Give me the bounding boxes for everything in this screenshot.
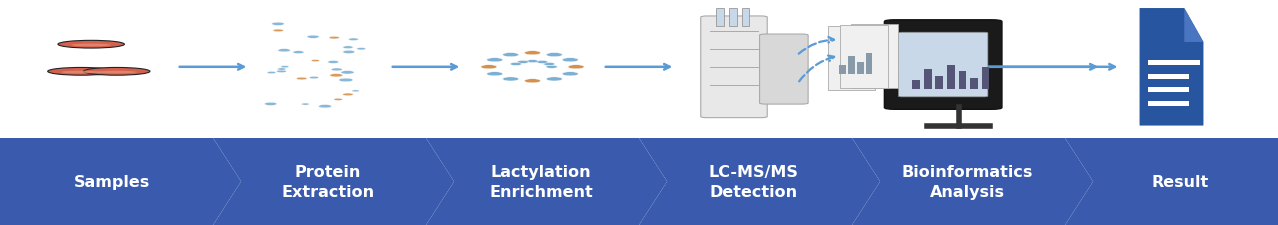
Ellipse shape (527, 61, 538, 63)
Ellipse shape (307, 36, 320, 39)
Ellipse shape (277, 50, 290, 53)
Ellipse shape (277, 69, 286, 71)
Ellipse shape (61, 71, 101, 74)
Ellipse shape (83, 68, 150, 76)
Ellipse shape (487, 72, 502, 76)
Ellipse shape (546, 78, 562, 82)
Ellipse shape (272, 23, 284, 26)
Bar (1149, 61, 1200, 66)
Ellipse shape (330, 74, 343, 78)
Bar (912, 81, 920, 90)
Ellipse shape (58, 41, 124, 49)
Bar (1149, 88, 1190, 93)
Ellipse shape (302, 104, 309, 106)
Ellipse shape (273, 30, 284, 33)
Ellipse shape (524, 52, 541, 56)
Text: Bioinformatics
Analysis: Bioinformatics Analysis (901, 164, 1033, 199)
Ellipse shape (328, 37, 340, 40)
Ellipse shape (327, 61, 339, 64)
Polygon shape (1140, 9, 1204, 126)
Ellipse shape (276, 71, 286, 73)
Polygon shape (639, 138, 881, 225)
Ellipse shape (510, 63, 521, 66)
Polygon shape (852, 138, 1093, 225)
Bar (858, 63, 864, 74)
Bar (935, 76, 943, 90)
Polygon shape (1065, 138, 1278, 225)
Ellipse shape (343, 47, 353, 49)
Polygon shape (426, 138, 667, 225)
Ellipse shape (281, 66, 289, 68)
Ellipse shape (546, 53, 562, 57)
FancyBboxPatch shape (898, 33, 988, 97)
Ellipse shape (543, 63, 555, 66)
Ellipse shape (97, 71, 137, 74)
Bar (947, 65, 955, 90)
Text: Samples: Samples (74, 174, 151, 189)
Ellipse shape (47, 68, 114, 76)
FancyBboxPatch shape (828, 27, 875, 90)
Text: Protein
Extraction: Protein Extraction (281, 164, 374, 199)
Ellipse shape (293, 52, 304, 54)
Ellipse shape (334, 99, 343, 101)
Polygon shape (213, 138, 454, 225)
Ellipse shape (502, 78, 519, 82)
Bar (1149, 101, 1190, 106)
FancyBboxPatch shape (700, 17, 767, 118)
Text: Lactylation
Enrichment: Lactylation Enrichment (489, 164, 593, 199)
Ellipse shape (487, 58, 502, 63)
Ellipse shape (267, 72, 276, 74)
Ellipse shape (518, 61, 529, 64)
Bar (982, 68, 989, 90)
Polygon shape (1185, 9, 1204, 43)
Bar (728, 9, 736, 27)
FancyBboxPatch shape (841, 26, 888, 89)
Ellipse shape (351, 90, 359, 92)
Ellipse shape (562, 72, 578, 76)
Ellipse shape (537, 61, 548, 64)
Polygon shape (0, 138, 242, 225)
Bar (958, 72, 966, 90)
Ellipse shape (339, 79, 353, 82)
Ellipse shape (296, 78, 307, 81)
Bar (970, 79, 978, 90)
Bar (741, 9, 749, 27)
Ellipse shape (546, 66, 557, 69)
Bar (840, 65, 846, 74)
Ellipse shape (312, 60, 320, 62)
Bar (849, 56, 855, 74)
Ellipse shape (349, 39, 358, 41)
Ellipse shape (343, 94, 353, 96)
Bar (866, 54, 873, 74)
Ellipse shape (72, 44, 111, 47)
FancyBboxPatch shape (851, 25, 898, 88)
Ellipse shape (524, 79, 541, 83)
FancyBboxPatch shape (759, 35, 808, 105)
Text: LC-MS/MS
Detection: LC-MS/MS Detection (709, 164, 799, 199)
Ellipse shape (481, 65, 497, 70)
Ellipse shape (357, 48, 366, 51)
Ellipse shape (343, 51, 355, 54)
Ellipse shape (502, 53, 519, 57)
Bar (716, 9, 723, 27)
Text: Result: Result (1151, 174, 1209, 189)
Ellipse shape (562, 58, 578, 63)
Ellipse shape (318, 105, 331, 108)
Ellipse shape (341, 71, 354, 75)
Ellipse shape (265, 103, 277, 106)
Bar (924, 70, 932, 90)
Ellipse shape (309, 77, 318, 79)
FancyBboxPatch shape (884, 21, 1002, 110)
Ellipse shape (331, 69, 343, 72)
Bar (1149, 74, 1190, 79)
Ellipse shape (567, 65, 584, 70)
